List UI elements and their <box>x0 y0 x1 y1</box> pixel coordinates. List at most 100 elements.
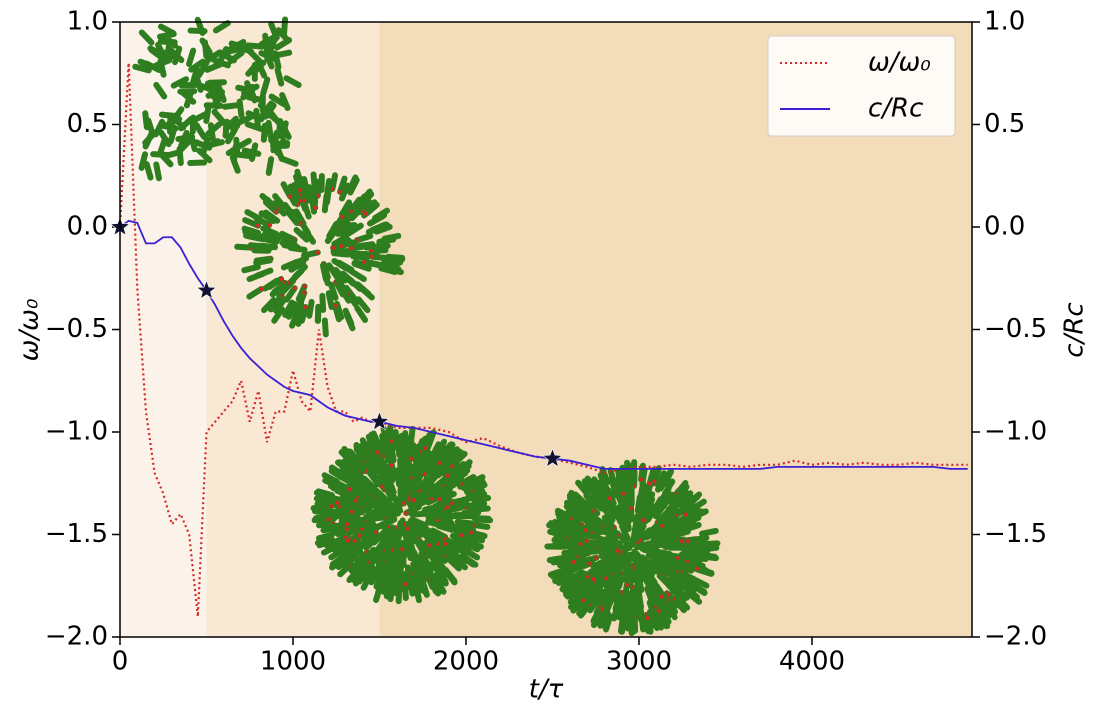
rod-tip <box>588 561 593 566</box>
rod <box>344 542 362 557</box>
rod <box>230 143 239 164</box>
rod <box>408 521 425 538</box>
rod <box>407 426 416 446</box>
rod <box>431 484 450 499</box>
rod <box>547 520 568 531</box>
rod-tip <box>405 526 410 531</box>
rod <box>200 136 211 156</box>
rod <box>338 239 358 250</box>
rod <box>205 49 223 64</box>
y-tick-label: 0.0 <box>67 212 108 242</box>
rod <box>258 242 279 251</box>
x-tick-label: 2000 <box>433 647 499 677</box>
rod <box>659 514 677 529</box>
rod-tip <box>288 194 293 199</box>
rod <box>359 437 373 456</box>
rod-tip <box>303 305 308 310</box>
rod-tip <box>647 481 652 486</box>
rod <box>574 560 594 572</box>
rod <box>272 296 288 314</box>
rod <box>334 220 351 237</box>
rod <box>258 50 278 62</box>
rod <box>277 233 298 245</box>
rod-tip <box>352 538 357 543</box>
rod-tip <box>427 543 432 548</box>
rod <box>593 606 606 626</box>
rod <box>678 551 699 560</box>
rod <box>178 135 195 153</box>
rod <box>275 27 292 44</box>
rod-tip <box>302 198 307 203</box>
rod <box>373 454 386 474</box>
rod <box>444 463 462 479</box>
rod <box>621 562 631 583</box>
rod <box>426 456 440 475</box>
y2-tick-label: −1.5 <box>984 519 1047 549</box>
rod <box>599 526 618 541</box>
legend-label: c/Rc <box>868 94 923 124</box>
rod <box>397 487 405 508</box>
rod <box>440 547 458 563</box>
rod <box>348 243 369 252</box>
rod <box>467 491 488 501</box>
rod <box>274 67 285 87</box>
rod-tip <box>614 548 619 553</box>
rod-tip <box>584 538 589 543</box>
rod <box>615 504 626 524</box>
rod <box>287 183 300 203</box>
rod <box>636 602 644 623</box>
rod <box>260 122 268 143</box>
rod-tip <box>340 214 345 219</box>
rod <box>330 466 349 481</box>
y2-tick-label: 1.0 <box>984 7 1025 37</box>
rod <box>315 520 336 529</box>
rod <box>306 298 315 319</box>
rod <box>456 544 476 558</box>
rod <box>328 281 339 301</box>
rod <box>354 305 369 323</box>
rod-tip <box>298 187 303 192</box>
rod <box>234 243 255 251</box>
rod-tip <box>357 533 362 538</box>
rod <box>570 597 586 614</box>
rod-tip <box>326 517 331 522</box>
y2-tick-label: 0.0 <box>984 212 1025 242</box>
rod <box>401 486 410 507</box>
rod <box>470 521 491 530</box>
rod <box>292 184 304 204</box>
rod-tip <box>450 501 455 506</box>
rod <box>377 574 387 594</box>
rod <box>682 504 701 518</box>
rod <box>417 480 434 497</box>
rod <box>249 142 259 162</box>
rod <box>364 478 381 495</box>
rod <box>446 448 462 465</box>
rod <box>195 60 210 79</box>
rod <box>375 524 393 541</box>
rod <box>637 480 647 501</box>
rod <box>583 492 600 510</box>
rod-tip <box>445 505 450 510</box>
rod <box>373 537 388 556</box>
rod-tip <box>339 244 344 249</box>
rod <box>644 585 656 605</box>
rod <box>680 495 698 510</box>
rod <box>361 493 381 506</box>
star-marker <box>542 447 563 468</box>
rod <box>372 207 390 222</box>
rod <box>148 46 166 62</box>
rod <box>600 482 613 502</box>
rod <box>442 540 460 555</box>
rod <box>344 501 365 511</box>
rod-tip <box>335 500 340 505</box>
rod <box>588 516 606 531</box>
rod <box>157 137 168 157</box>
rod-tip <box>422 472 427 477</box>
rod <box>471 515 492 522</box>
rod <box>657 472 670 492</box>
rod <box>353 443 368 462</box>
rod <box>283 285 298 303</box>
rod-tip <box>656 608 661 613</box>
rod <box>673 585 690 601</box>
rod <box>262 199 280 215</box>
